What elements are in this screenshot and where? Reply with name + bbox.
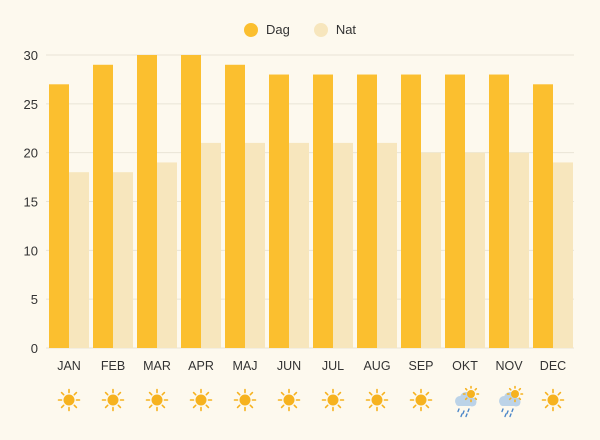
bar-nat [377, 142, 397, 348]
legend-swatch-dag [243, 22, 258, 37]
sun-behind-cloud-icon [506, 385, 524, 403]
y-tick-label: 0 [31, 341, 38, 356]
bar-dag [269, 74, 289, 349]
y-tick-label: 15 [24, 195, 38, 210]
sun-icon [189, 388, 213, 412]
y-tick-label: 5 [31, 292, 38, 307]
sun-behind-cloud-icon [462, 385, 480, 403]
bar-nat [333, 142, 353, 348]
y-tick-label: 20 [24, 146, 38, 161]
bar-nat [421, 152, 441, 348]
bar-dag [357, 74, 377, 349]
x-tick-label: DEC [540, 359, 566, 373]
bar-nat [245, 142, 265, 348]
bar-dag [313, 74, 333, 349]
bar-dag [137, 55, 157, 348]
bar-dag [489, 74, 509, 349]
sun-icon [57, 388, 81, 412]
legend-item-nat[interactable]: Nat [313, 22, 357, 37]
x-tick-label: MAR [143, 359, 171, 373]
x-tick-label: AUG [363, 359, 390, 373]
legend-swatch-nat [313, 22, 328, 37]
sun-icon [409, 388, 433, 412]
x-tick-label: OKT [452, 359, 478, 373]
bar-dag [93, 64, 113, 349]
x-tick-label: APR [188, 359, 214, 373]
y-tick-label: 30 [24, 48, 38, 63]
bar-dag [225, 64, 245, 349]
legend-label-dag: Dag [265, 22, 290, 37]
sun-icon [101, 388, 125, 412]
x-tick-label: NOV [495, 359, 523, 373]
bar-dag [533, 84, 553, 349]
bar-nat [465, 152, 485, 348]
y-tick-label: 10 [24, 243, 38, 258]
bar-dag [49, 84, 69, 349]
bar-dag [401, 74, 421, 349]
bar-nat [553, 162, 573, 348]
legend-label-nat: Nat [335, 22, 357, 37]
x-tick-label: JUL [322, 359, 344, 373]
x-tick-label: JAN [57, 359, 81, 373]
x-tick-label: MAJ [233, 359, 258, 373]
y-tick-label: 25 [24, 97, 38, 112]
sun-icon [233, 388, 257, 412]
bar-nat [289, 142, 309, 348]
x-tick-label: JUN [277, 359, 301, 373]
sun-icon [321, 388, 345, 412]
bar-nat [69, 172, 89, 348]
x-tick-label: SEP [408, 359, 433, 373]
bar-nat [509, 152, 529, 348]
sun-icon [365, 388, 389, 412]
legend-item-dag[interactable]: Dag [243, 22, 290, 37]
bar-dag [181, 55, 201, 348]
bar-nat [201, 142, 221, 348]
bar-dag [445, 74, 465, 349]
sun-icon [541, 388, 565, 412]
sun-icon [277, 388, 301, 412]
bar-nat [113, 172, 133, 348]
x-tick-label: FEB [101, 359, 125, 373]
sun-icon [145, 388, 169, 412]
bar-nat [157, 162, 177, 348]
legend: Dag Nat [0, 22, 600, 37]
